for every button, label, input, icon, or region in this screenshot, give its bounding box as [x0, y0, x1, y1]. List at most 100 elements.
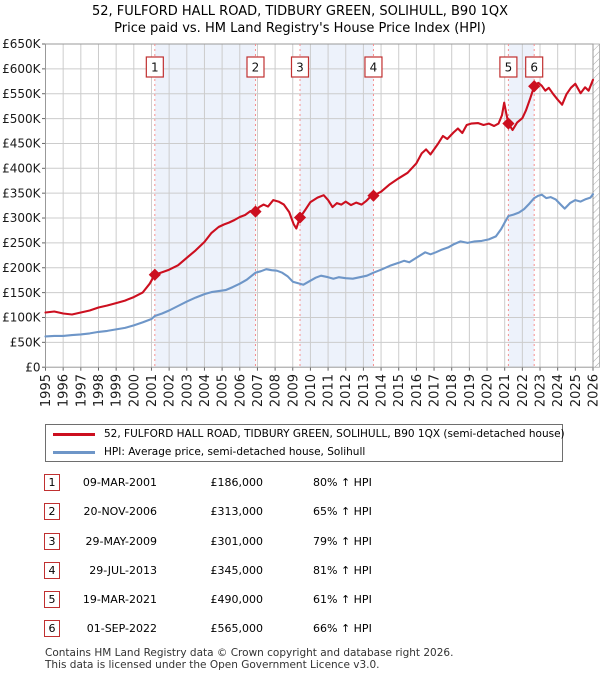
svg-text:£150K: £150K — [2, 286, 42, 300]
sale-number-badge: 2 — [44, 503, 60, 521]
chart-title-line2: Price paid vs. HM Land Registry's House … — [114, 21, 486, 36]
svg-text:£100K: £100K — [2, 311, 42, 325]
sale-hpi-delta: 66% ↑ HPI — [313, 622, 372, 636]
sale-date: 19-MAR-2021 — [82, 593, 157, 607]
legend-label-price: 52, FULFORD HALL ROAD, TIDBURY GREEN, SO… — [104, 428, 565, 440]
svg-text:£250K: £250K — [2, 236, 42, 250]
svg-text:£50K: £50K — [10, 336, 42, 350]
svg-text:£400K: £400K — [2, 162, 42, 176]
svg-text:2007: 2007 — [251, 374, 266, 407]
svg-text:2006: 2006 — [233, 374, 248, 407]
sale-marker-diamond-2 — [249, 205, 262, 218]
legend-label-hpi: HPI: Average price, semi-detached house,… — [104, 446, 366, 458]
svg-text:2025: 2025 — [569, 374, 584, 407]
svg-text:2018: 2018 — [445, 374, 460, 407]
sale-table-row-1: 1 09-MAR-2001 £186,000 80% ↑ HPI — [44, 474, 564, 491]
svg-text:2026: 2026 — [587, 374, 600, 407]
legend-item-hpi: HPI: Average price, semi-detached house,… — [46, 443, 562, 461]
sale-number-badge: 6 — [44, 620, 60, 638]
svg-text:4: 4 — [370, 61, 378, 75]
y-axis-labels: £0 £50K £100K £150K £200K £250K £300K £350K £400… — [2, 37, 42, 374]
svg-text:£650K: £650K — [2, 37, 42, 51]
svg-text:2023: 2023 — [534, 374, 549, 407]
legend-item-price: 52, FULFORD HALL ROAD, TIDBURY GREEN, SO… — [46, 425, 565, 443]
chart-legend: 52, FULFORD HALL ROAD, TIDBURY GREEN, SO… — [45, 424, 565, 462]
sale-number-badge: 1 — [44, 474, 60, 491]
svg-text:2008: 2008 — [269, 374, 284, 407]
sale-flag-3: 3 — [290, 56, 310, 78]
svg-text:1998: 1998 — [92, 374, 107, 407]
sale-date: 01-SEP-2022 — [86, 622, 157, 636]
svg-text:£300K: £300K — [2, 211, 42, 225]
axis-ticks — [42, 43, 594, 371]
svg-text:2002: 2002 — [163, 374, 178, 407]
price-line-swatch — [53, 432, 95, 436]
hpi-line — [44, 193, 595, 338]
svg-text:2005: 2005 — [216, 374, 231, 407]
sale-hpi-delta: 79% ↑ HPI — [313, 534, 372, 548]
svg-text:1996: 1996 — [57, 374, 72, 407]
svg-text:2013: 2013 — [357, 374, 372, 407]
sale-date: 20-NOV-2006 — [83, 505, 157, 519]
ownership-band-2 — [299, 44, 374, 368]
svg-text:1: 1 — [151, 61, 159, 75]
svg-text:1999: 1999 — [110, 374, 125, 407]
svg-text:2009: 2009 — [286, 374, 301, 407]
sale-number-badge: 4 — [44, 561, 60, 579]
sale-number-badge: 5 — [44, 591, 60, 609]
svg-text:2003: 2003 — [180, 374, 195, 407]
sale-hpi-delta: 80% ↑ HPI — [313, 476, 372, 489]
sale-marker-diamond-4 — [367, 189, 380, 202]
sale-flag-1: 1 — [145, 56, 164, 78]
sale-hpi-delta: 65% ↑ HPI — [313, 505, 372, 519]
sale-date: 29-MAY-2009 — [85, 534, 157, 548]
sale-hpi-delta: 61% ↑ HPI — [313, 593, 372, 607]
svg-text:6: 6 — [530, 61, 538, 75]
svg-text:2012: 2012 — [339, 374, 354, 407]
svg-text:£450K: £450K — [2, 137, 42, 151]
ownership-band-3 — [508, 44, 535, 368]
price-line — [44, 78, 595, 316]
svg-text:2022: 2022 — [516, 374, 531, 407]
svg-text:2: 2 — [252, 61, 260, 75]
sale-price: £186,000 — [210, 476, 264, 489]
svg-text:1995: 1995 — [39, 374, 54, 407]
copyright-line-2: This data is licensed under the Open Gov… — [45, 658, 380, 671]
sale-table-row-6: 6 01-SEP-2022 £565,000 66% ↑ HPI — [44, 620, 564, 638]
svg-text:£550K: £550K — [2, 87, 42, 101]
svg-text:2015: 2015 — [392, 374, 407, 407]
svg-text:2020: 2020 — [481, 374, 496, 407]
sales-table: 1 09-MAR-2001 £186,000 80% ↑ HPI 2 20-NOV-200… — [44, 474, 564, 650]
svg-text:2024: 2024 — [551, 374, 566, 407]
svg-text:2016: 2016 — [410, 374, 425, 407]
svg-text:2014: 2014 — [375, 374, 390, 407]
sale-number-badge: 3 — [44, 532, 60, 550]
chart-title-line1: 52, FULFORD HALL ROAD, TIDBURY GREEN, SO… — [91, 4, 509, 19]
copyright-line-1: Contains HM Land Registry data © Crown c… — [45, 647, 454, 659]
svg-text:2000: 2000 — [127, 374, 142, 407]
sale-table-row-5: 5 19-MAR-2021 £490,000 61% ↑ HPI — [44, 591, 564, 609]
sale-date: 09-MAR-2001 — [82, 476, 157, 489]
sale-table-row-4: 4 29-JUL-2013 £345,000 81% ↑ HPI — [44, 561, 564, 579]
sale-price: £345,000 — [210, 563, 264, 577]
sale-price: £313,000 — [210, 505, 264, 519]
sale-marker-diamond-1 — [148, 268, 161, 281]
hpi-line-swatch — [53, 450, 95, 454]
price-chart: 1 2 3 4 5 6 £0 £50K £100K £150K £200K £250K £300K £35… — [2, 37, 600, 407]
x-axis-labels: 1995 1996 1997 1998 1999 2000 2001 2002 2003 2004… — [39, 374, 600, 407]
svg-text:2011: 2011 — [322, 374, 337, 407]
svg-text:2004: 2004 — [198, 374, 213, 407]
sale-hpi-delta: 81% ↑ HPI — [313, 563, 372, 577]
svg-text:2001: 2001 — [145, 374, 160, 407]
svg-text:£0: £0 — [25, 360, 40, 374]
plot-border — [45, 43, 594, 368]
svg-text:£500K: £500K — [2, 112, 42, 126]
svg-text:2017: 2017 — [428, 374, 443, 407]
svg-text:2010: 2010 — [304, 374, 319, 407]
sale-marker-diamond-3 — [293, 211, 307, 224]
svg-text:2019: 2019 — [463, 374, 478, 407]
sale-table-row-3: 3 29-MAY-2009 £301,000 79% ↑ HPI — [44, 532, 564, 550]
ownership-band-1 — [154, 44, 256, 368]
svg-text:£350K: £350K — [2, 186, 42, 200]
